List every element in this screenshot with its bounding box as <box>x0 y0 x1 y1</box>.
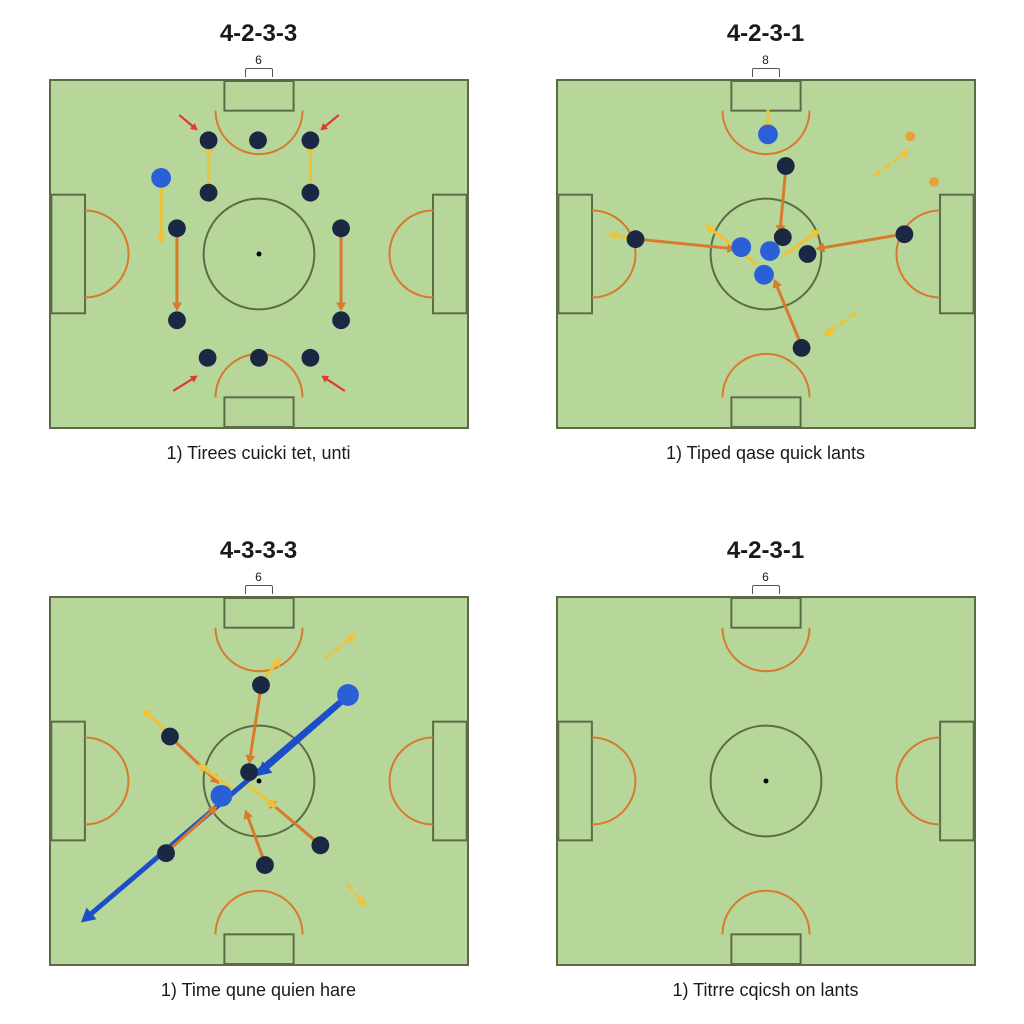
goal-number: 6 <box>255 571 262 583</box>
goal-icon <box>752 68 780 77</box>
goal-icon <box>245 68 273 77</box>
goal-number: 8 <box>762 54 769 66</box>
panel-title: 4-2-3-1 <box>727 537 804 565</box>
panel-title: 4-3-3-3 <box>220 537 297 565</box>
panel-tr: 4-2-3-1 8 1) Tiped qase quick lants <box>527 20 1004 507</box>
goal-number: 6 <box>762 571 769 583</box>
panel-caption: 1) Tirees cuicki tet, unti <box>166 443 350 464</box>
panel-caption: 1) Tiped qase quick lants <box>666 443 865 464</box>
panel-bl: 4-3-3-3 6 1) Time qune quien hare <box>20 537 497 1024</box>
panel-title: 4-2-3-1 <box>727 20 804 48</box>
pitch-diagram <box>49 596 469 966</box>
panel-title: 4-2-3-3 <box>220 20 297 48</box>
pitch-diagram <box>49 79 469 429</box>
panel-caption: 1) Titrre cqicsh on lants <box>672 980 858 1001</box>
goal-icon <box>245 585 273 594</box>
diagram-grid: 4-2-3-3 6 1) Tirees cuicki tet, unti 4-2… <box>0 0 1024 1024</box>
panel-caption: 1) Time qune quien hare <box>161 980 356 1001</box>
pitch-diagram <box>556 79 976 429</box>
panel-br: 4-2-3-1 6 1) Titrre cqicsh on lants <box>527 537 1004 1024</box>
goal-icon <box>752 585 780 594</box>
pitch-diagram <box>556 596 976 966</box>
panel-tl: 4-2-3-3 6 1) Tirees cuicki tet, unti <box>20 20 497 507</box>
goal-number: 6 <box>255 54 262 66</box>
